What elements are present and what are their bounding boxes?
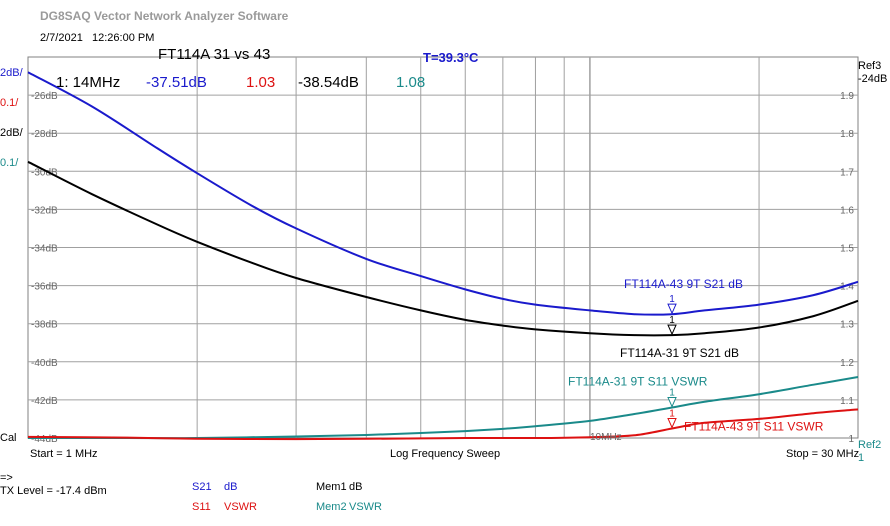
markers: 1 1 1 1 — [667, 294, 677, 429]
cal-label: Cal — [0, 432, 17, 444]
ref-bottom-value: 1 — [858, 452, 865, 464]
app-title: DG8SAQ Vector Network Analyzer Software — [40, 9, 289, 23]
marker-triangle — [667, 417, 677, 429]
ref-top-label: Ref3 — [858, 60, 882, 72]
right-tick-label: 1 — [848, 434, 854, 445]
right-tick-label: 1.1 — [840, 396, 854, 407]
marker-number: 1 — [669, 294, 675, 305]
right-tick-label: 1.3 — [840, 320, 854, 331]
left-tick-label: -40dB — [31, 358, 58, 369]
trace-label: FT114A-43 9T S21 dB — [624, 277, 743, 291]
right-tick-label: 1.8 — [840, 129, 854, 140]
right-tick-label: 1.6 — [840, 205, 854, 216]
legend-mem2-unit[interactable]: VSWR — [349, 501, 382, 513]
trace-label: FT114A-31 9T S11 VSWR — [568, 375, 708, 389]
marker-readout-s21: -37.51dB — [146, 74, 207, 91]
trace-mem1-31 — [27, 160, 859, 337]
marker-number: 1 — [669, 408, 675, 419]
left-axis-ticks: -26dB -28dB -30dB -32dB -34dB -36dB -38dB -40dB… — [31, 91, 58, 445]
scale-mem2[interactable]: 0.1/ — [0, 157, 19, 169]
right-tick-label: 1.9 — [840, 91, 854, 102]
chart-title: FT114A 31 vs 43 — [158, 46, 271, 63]
arrow-indicator: => — [0, 472, 13, 484]
tx-level: TX Level = -17.4 dBm — [0, 485, 107, 497]
scale-s11[interactable]: 0.1/ — [0, 97, 19, 109]
left-tick-label: -26dB — [31, 91, 58, 102]
left-tick-label: -38dB — [31, 320, 58, 331]
legend-s21-unit[interactable]: dB — [224, 481, 238, 493]
left-tick-label: -42dB — [31, 396, 58, 407]
right-tick-label: 1.4 — [840, 282, 854, 293]
left-tick-label: -44dB — [31, 434, 58, 445]
scale-mem1[interactable]: 2dB/ — [0, 127, 23, 139]
legend-s11-unit[interactable]: VSWR — [224, 501, 257, 513]
right-axis-ticks: 1.9 1.8 1.7 1.6 1.5 1.4 1.3 1.2 1.1 1 — [840, 91, 854, 445]
start-frequency[interactable]: Start = 1 MHz — [30, 448, 98, 460]
marker-number: 1 — [669, 315, 675, 326]
marker-readout-mem2: 1.08 — [396, 74, 426, 91]
datetime: 2/7/2021 12:26:00 PM — [40, 32, 155, 44]
left-tick-label: -30dB — [31, 167, 58, 178]
temperature-readout: T=39.3°C — [423, 50, 479, 65]
right-tick-label: 1.5 — [840, 244, 854, 255]
legend-s11-name[interactable]: S11 — [192, 501, 211, 513]
ref-top-value: -24dB — [858, 73, 888, 85]
legend-mem1-name[interactable]: Mem1 — [316, 481, 347, 493]
left-tick-label: -32dB — [31, 205, 58, 216]
x-tick-10mhz: 10MHz — [590, 432, 622, 443]
right-tick-label: 1.7 — [840, 167, 854, 178]
trace-s21-43 — [27, 71, 859, 316]
marker-number: 1 — [669, 388, 675, 399]
legend-mem1-unit[interactable]: dB — [349, 481, 363, 493]
trace-mem2-31-vswr — [27, 376, 859, 440]
stop-frequency[interactable]: Stop = 30 MHz — [786, 448, 860, 460]
trace-label: FT114A-43 9T S11 VSWR — [684, 419, 824, 433]
scale-s21[interactable]: 2dB/ — [0, 67, 23, 79]
ref-bottom-label: Ref2 — [858, 439, 882, 451]
left-tick-label: -34dB — [31, 244, 58, 255]
grid-lines — [27, 56, 859, 439]
marker-triangle — [667, 397, 677, 408]
marker-triangle — [667, 303, 677, 315]
right-tick-label: 1.2 — [840, 358, 854, 369]
marker-readout-s11: 1.03 — [246, 74, 276, 91]
traces — [27, 71, 859, 441]
sweep-type[interactable]: Log Frequency Sweep — [390, 448, 501, 460]
legend-mem2-name[interactable]: Mem2 — [316, 501, 347, 513]
trace-labels: FT114A-43 9T S21 dB FT114A-31 9T S21 dB FT… — [568, 277, 824, 433]
marker-readout-mem1: -38.54dB — [298, 74, 359, 91]
marker-readout-label: 1: 14MHz — [56, 74, 121, 91]
trace-label: FT114A-31 9T S21 dB — [620, 346, 739, 360]
legend-s21-name[interactable]: S21 — [192, 481, 212, 493]
left-tick-label: -36dB — [31, 282, 58, 293]
marker-triangle — [667, 324, 677, 336]
left-tick-label: -28dB — [31, 129, 58, 140]
trace-s11-43-vswr — [27, 408, 859, 441]
